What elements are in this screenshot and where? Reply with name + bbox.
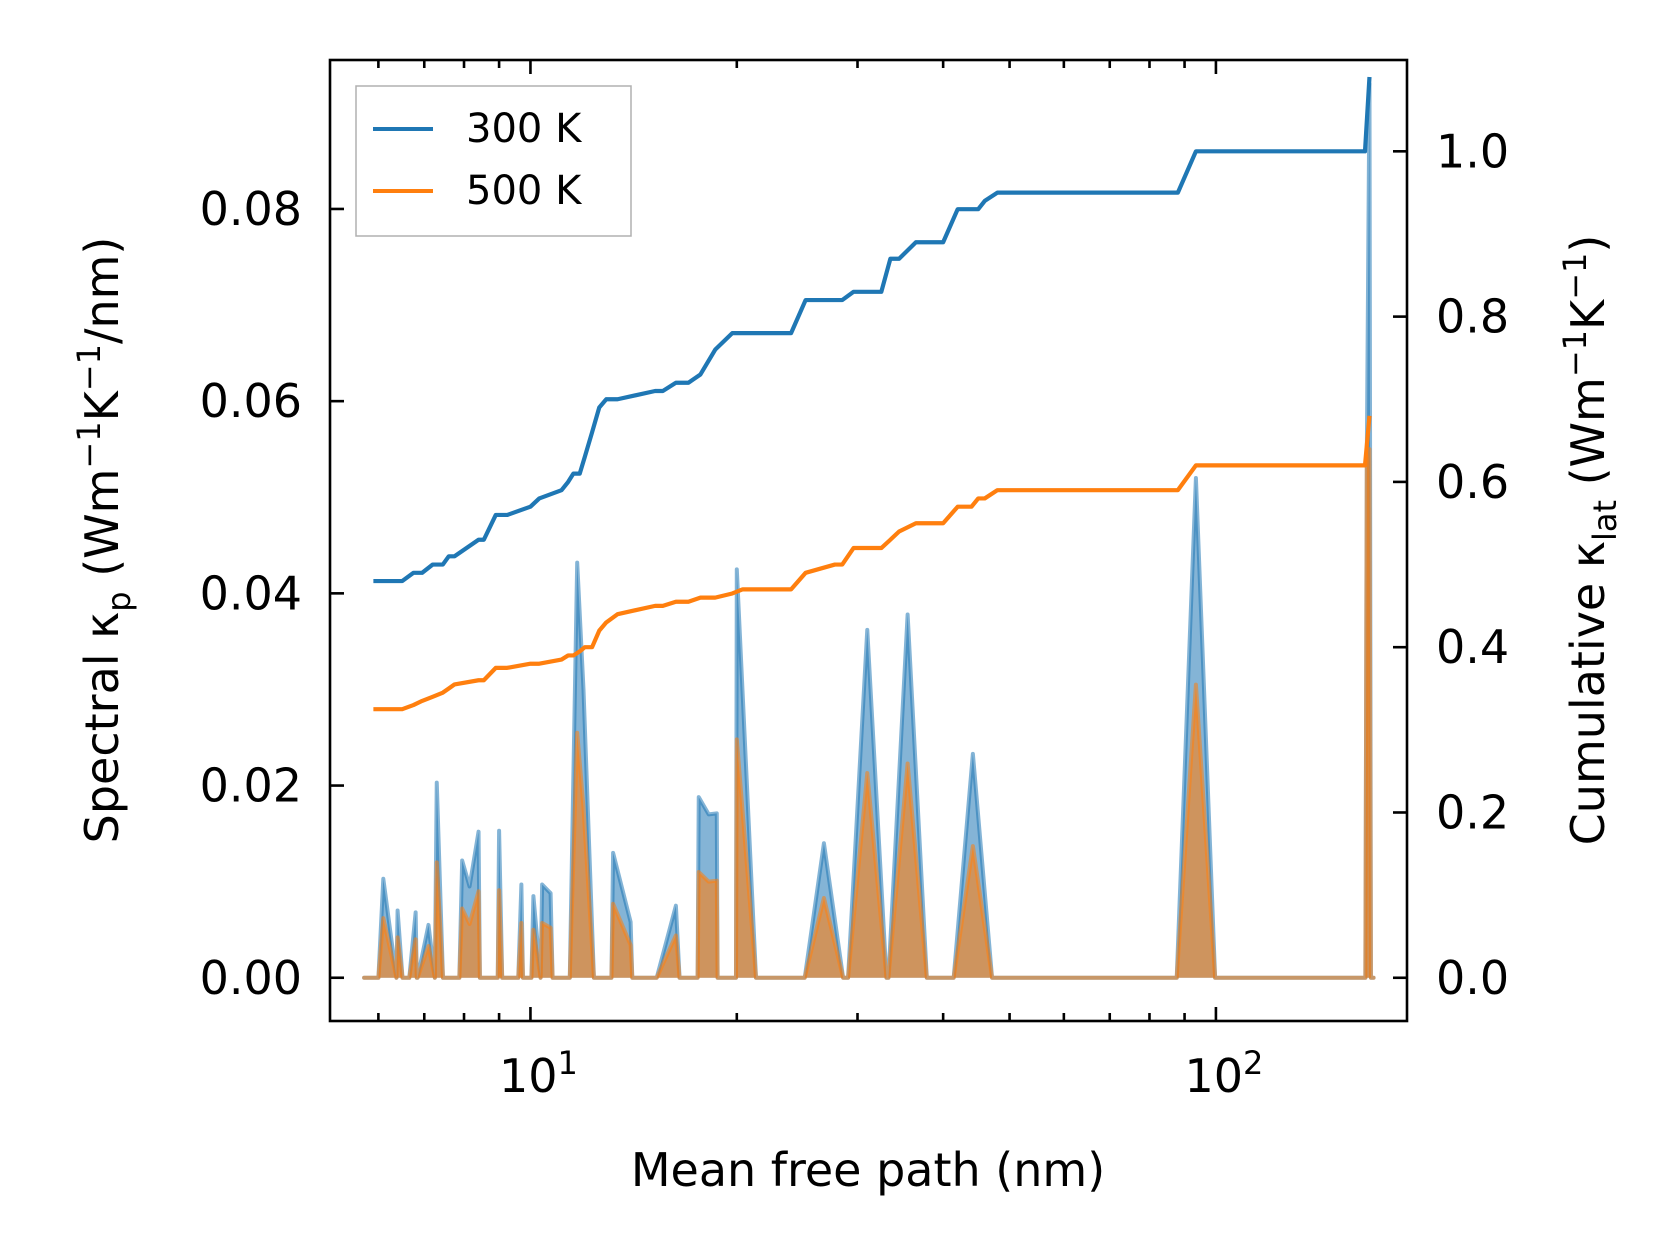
x-tick-label: 102 — [1184, 1044, 1263, 1103]
y-left-tick-label: 0.08 — [200, 182, 302, 236]
y-left-tick-label: 0.04 — [200, 566, 302, 620]
cumulative-layer — [373, 76, 1372, 712]
legend-label-300k: 300 K — [466, 106, 583, 152]
y-right-tick-label: 0.2 — [1436, 785, 1509, 839]
y-left-tick-label: 0.02 — [200, 759, 302, 813]
legend-label-500k: 500 K — [466, 168, 583, 214]
spectral-layer — [362, 82, 1376, 980]
y-right-tick-labels: 0.0 0.2 0.4 0.6 0.8 1.0 — [1436, 124, 1509, 1004]
legend: 300 K 500 K — [355, 85, 632, 237]
plot-frame — [328, 58, 1409, 1023]
y-left-axis-label: Spectral κp (Wm−1K−1/nm) — [70, 237, 138, 844]
y-left-tick-label: 0.06 — [200, 374, 302, 428]
x-tick-labels: 101 102 — [499, 1044, 1263, 1103]
ticks-layer — [330, 60, 1407, 1021]
y-right-tick-label: 0.0 — [1436, 951, 1509, 1005]
spectral-area-500k — [364, 449, 1374, 978]
x-tick-label: 101 — [499, 1044, 578, 1103]
y-right-tick-label: 1.0 — [1436, 124, 1509, 178]
y-right-tick-label: 0.4 — [1436, 620, 1509, 674]
cumulative-line-500k — [373, 415, 1372, 712]
y-right-tick-label: 0.8 — [1436, 290, 1509, 344]
x-axis-label: Mean free path (nm) — [631, 1143, 1105, 1197]
y-left-tick-labels: 0.00 0.02 0.04 0.06 0.08 — [200, 182, 302, 1005]
spectral-line-500k — [362, 447, 1376, 980]
y-left-tick-label: 0.00 — [200, 951, 302, 1005]
y-right-axis-label: Cumulative κlat (Wm−1K−1) — [1556, 235, 1624, 846]
cumulative-line-300k — [373, 76, 1372, 584]
y-right-tick-label: 0.6 — [1436, 455, 1509, 509]
legend-box — [355, 85, 632, 237]
